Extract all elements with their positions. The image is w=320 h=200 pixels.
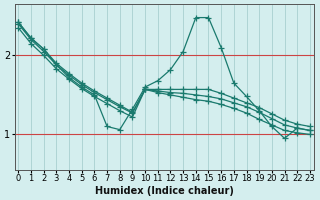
X-axis label: Humidex (Indice chaleur): Humidex (Indice chaleur) bbox=[95, 186, 234, 196]
